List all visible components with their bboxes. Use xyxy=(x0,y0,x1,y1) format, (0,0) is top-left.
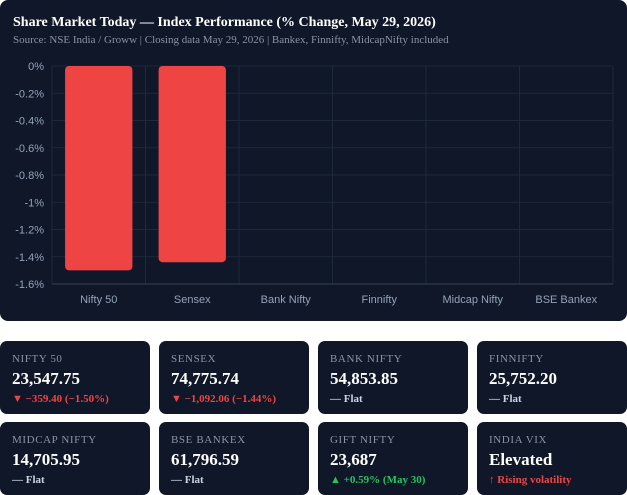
card-change: ▼ −359.40 (−1.50%) xyxy=(12,393,109,405)
card-value: 61,796.59 xyxy=(171,450,239,469)
y-tick-label: -0.2% xyxy=(15,88,44,100)
index-card-finnifty: FINNIFTY 25,752.20 — Flat xyxy=(477,341,627,414)
card-label: BANK NIFTY xyxy=(330,353,403,365)
card-change: — Flat xyxy=(330,393,363,405)
x-tick-label: BSE Bankex xyxy=(535,294,597,306)
y-tick-label: -0.8% xyxy=(15,170,44,182)
y-tick-label: -1% xyxy=(24,197,44,209)
card-value: 14,705.95 xyxy=(12,450,80,469)
card-value: 23,687 xyxy=(330,450,377,469)
x-tick-label: Finnifty xyxy=(362,294,398,306)
y-tick-label: 0% xyxy=(28,61,44,73)
card-label: NIFTY 50 xyxy=(12,353,63,365)
card-change: ▼ −1,092.06 (−1.44%) xyxy=(171,393,276,405)
index-card-gift-nifty: GIFT NIFTY 23,687 ▲ +0.59% (May 30) xyxy=(318,422,468,495)
card-change: ↑ Rising volatility xyxy=(489,474,572,486)
y-tick-label: -0.4% xyxy=(15,116,44,128)
card-change: — Flat xyxy=(489,393,522,405)
y-tick-label: -0.6% xyxy=(15,143,44,155)
card-value: 23,547.75 xyxy=(12,369,80,388)
x-tick-label: Midcap Nifty xyxy=(442,294,503,306)
index-card-india-vix: INDIA VIX Elevated ↑ Rising volatility xyxy=(477,422,627,495)
card-change: ▲ +0.59% (May 30) xyxy=(330,474,426,486)
chart-subtitle: Source: NSE India / Groww | Closing data… xyxy=(13,34,449,46)
bar xyxy=(65,66,133,271)
card-change: — Flat xyxy=(12,474,45,486)
card-label: FINNIFTY xyxy=(489,353,544,365)
bar xyxy=(158,66,226,263)
x-tick-label: Bank Nifty xyxy=(261,294,312,306)
index-card-nifty-50: NIFTY 50 23,547.75 ▼ −359.40 (−1.50%) xyxy=(0,341,150,414)
index-card-sensex: SENSEX 74,775.74 ▼ −1,092.06 (−1.44%) xyxy=(159,341,309,414)
index-card-bank-nifty: BANK NIFTY 54,853.85 — Flat xyxy=(318,341,468,414)
x-tick-label: Nifty 50 xyxy=(80,294,117,306)
card-value: 25,752.20 xyxy=(489,369,557,388)
card-label: GIFT NIFTY xyxy=(330,434,396,446)
chart-title: Share Market Today — Index Performance (… xyxy=(13,15,436,30)
card-value: 74,775.74 xyxy=(171,369,239,388)
index-card-bse-bankex: BSE BANKEX 61,796.59 — Flat xyxy=(159,422,309,495)
card-label: BSE BANKEX xyxy=(171,434,246,446)
card-label: SENSEX xyxy=(171,353,217,365)
x-tick-label: Sensex xyxy=(174,294,211,306)
card-label: MIDCAP NIFTY xyxy=(12,434,97,446)
card-value: Elevated xyxy=(489,450,553,469)
index-card-midcap-nifty: MIDCAP NIFTY 14,705.95 — Flat xyxy=(0,422,150,495)
card-change: — Flat xyxy=(171,474,204,486)
card-value: 54,853.85 xyxy=(330,369,398,388)
bar-chart: 0% -0.2% -0.4% -0.6% -0.8% -1% -1.2% -1.4% -1.6%… xyxy=(15,61,614,306)
chart-panel: Share Market Today — Index Performance (… xyxy=(0,0,627,321)
y-tick-label: -1.4% xyxy=(15,252,44,264)
y-tick-label: -1.6% xyxy=(15,279,44,291)
y-tick-label: -1.2% xyxy=(15,225,44,237)
card-label: INDIA VIX xyxy=(489,434,548,446)
